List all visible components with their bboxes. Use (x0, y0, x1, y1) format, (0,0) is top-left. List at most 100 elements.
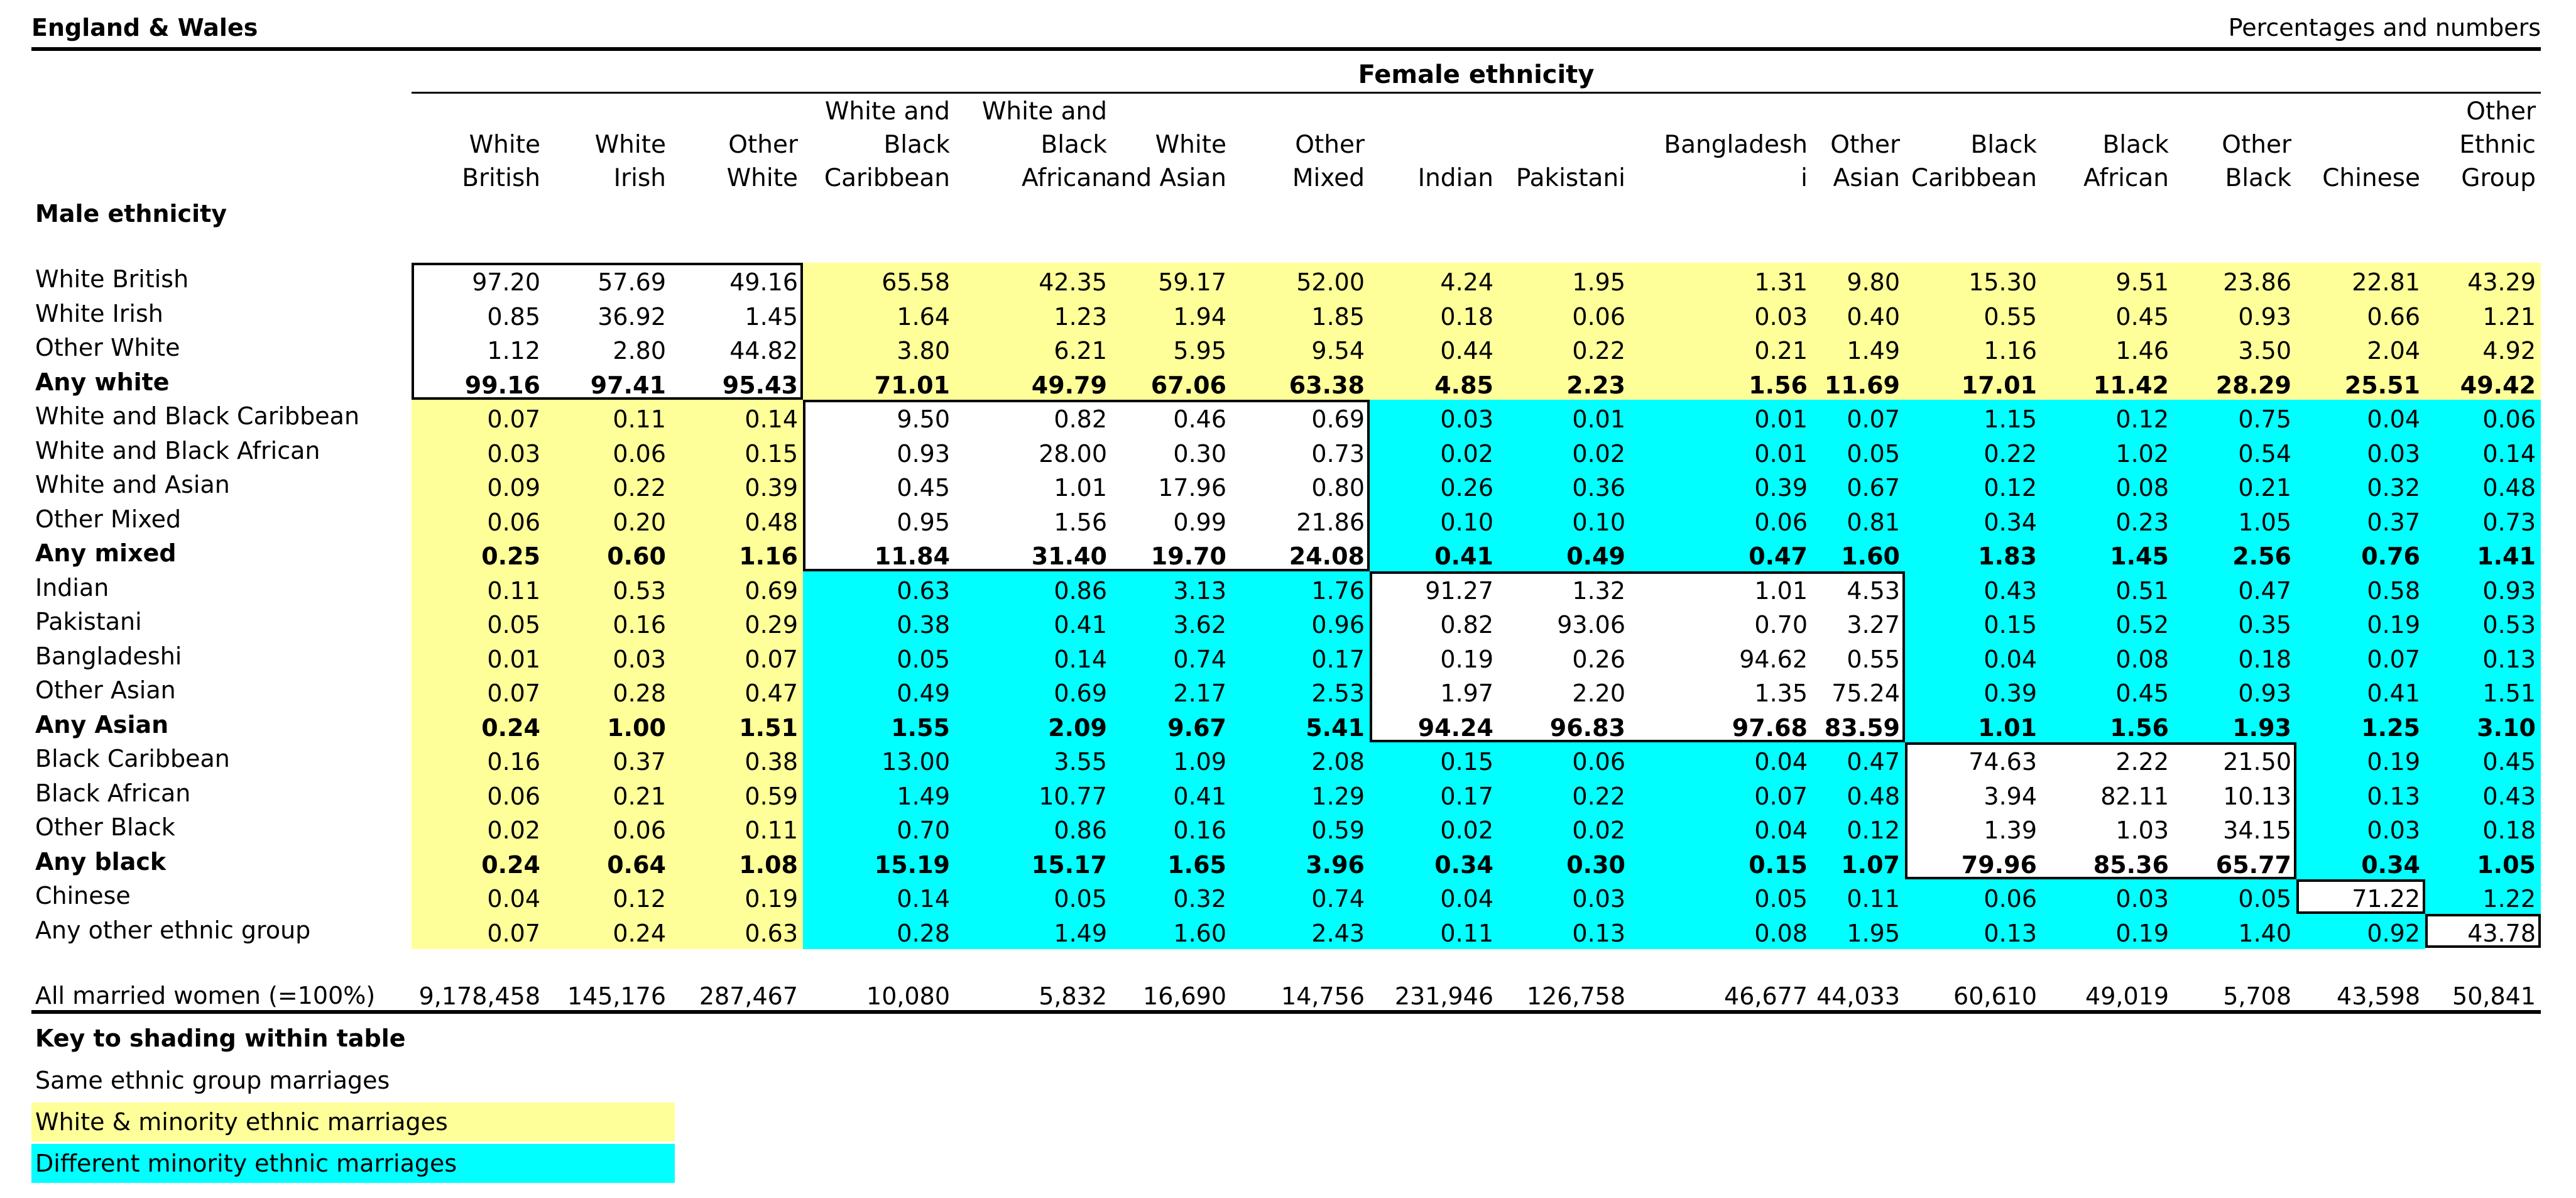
column-header-line: White (726, 164, 798, 192)
table-cell: 0.22 (1498, 331, 1630, 366)
row-label: White and Black African (35, 436, 320, 464)
table-cell: 0.74 (1112, 639, 1231, 675)
row-label: White Irish (35, 299, 163, 327)
table-cell: 2.17 (1112, 674, 1231, 709)
table-cell: 2.22 (2115, 748, 2169, 776)
table-cell: 0.07 (412, 674, 545, 709)
total-cell: 5,832 (1039, 982, 1107, 1010)
table-cell: 0.28 (545, 674, 671, 709)
row-label: White and Black Caribbean (35, 402, 360, 430)
table-cell: 0.17 (1231, 639, 1370, 675)
table-cell: 1.16 (671, 537, 803, 572)
table-cell: 0.74 (1231, 879, 1370, 915)
column-header-line: Black (883, 131, 950, 159)
table-cell: 1.45 (2042, 537, 2174, 572)
table-cell: 43.29 (2425, 263, 2541, 298)
table-cell: 0.19 (2042, 913, 2174, 949)
column-header: Bangladesh i (1630, 94, 1808, 195)
table-cell: 28.29 (2174, 365, 2296, 401)
table-cell: 0.05 (2174, 879, 2296, 915)
table-cell: 0.24 (412, 845, 545, 881)
table-cell: 57.69 (598, 268, 666, 296)
table-cell: 0.73 (1311, 439, 1365, 468)
table-cell: 0.15 (1370, 742, 1498, 778)
table-cell: 1.51 (671, 708, 803, 744)
total-cell: 9,178,458 (418, 982, 540, 1010)
table-cell: 2.23 (1498, 365, 1630, 401)
total-cell: 10,080 (866, 982, 950, 1010)
table-cell: 0.05 (412, 605, 545, 640)
total-cell: 14,756 (1281, 982, 1365, 1010)
table-cell: 0.05 (1630, 879, 1813, 915)
table-cell: 0.66 (2296, 297, 2425, 332)
table-cell: 0.25 (412, 537, 545, 572)
table-cell: 0.73 (2425, 502, 2541, 538)
table-cell: 0.34 (1905, 502, 2042, 538)
column-header: Other White (671, 94, 798, 195)
total-cell: 50,841 (2452, 982, 2536, 1010)
table-cell: 97.68 (1732, 713, 1808, 742)
table-cell: 0.03 (545, 639, 671, 675)
table-cell: 0.05 (955, 879, 1112, 915)
table-cell: 9.54 (1231, 331, 1370, 366)
table-cell: 36.92 (598, 302, 666, 331)
table-cell: 0.01 (1498, 400, 1630, 435)
column-header-line: White (594, 131, 666, 159)
table-cell: 3.96 (1231, 845, 1370, 881)
table-cell: 1.01 (1905, 708, 2042, 744)
table-cell: 65.77 (2215, 850, 2291, 879)
table-cell: 3.94 (1984, 782, 2037, 810)
table-cell: 1.64 (803, 297, 955, 332)
table-cell: 0.48 (1813, 776, 1905, 812)
table-cell: 13.00 (803, 742, 955, 778)
table-cell: 59.17 (1112, 263, 1231, 298)
table-cell: 0.06 (412, 776, 545, 812)
table-cell: 1.94 (1112, 297, 1231, 332)
table-cell: 1.39 (1984, 816, 2037, 844)
table-cell: 0.16 (545, 605, 671, 640)
table-cell: 1.95 (1813, 913, 1905, 949)
table-cell: 0.18 (2174, 639, 2296, 675)
table-cell: 49.79 (955, 365, 1112, 401)
table-cell: 0.26 (1572, 645, 1625, 673)
table-cell: 3.62 (1112, 605, 1231, 640)
column-header-line: Ethnic (2459, 131, 2536, 159)
table-cell: 0.23 (2042, 502, 2174, 538)
table-cell: 4.53 (1847, 576, 1900, 605)
table-cell: 1.09 (1112, 742, 1231, 778)
table-cell: 44.82 (729, 337, 798, 365)
table-cell: 0.15 (671, 434, 803, 470)
table-cell: 1.55 (803, 708, 955, 744)
column-header-line: White (1155, 131, 1226, 159)
totals-label: All married women (=100%) (35, 982, 376, 1009)
table-cell: 0.14 (671, 400, 803, 435)
table-cell: 1.60 (1813, 537, 1905, 572)
table-cell: 23.86 (2174, 263, 2296, 298)
table-cell: 0.41 (2296, 674, 2425, 709)
column-header-line: Black (2225, 164, 2291, 192)
table-cell: 97.20 (472, 268, 540, 296)
column-header-line: Black (1040, 131, 1107, 159)
column-header: Indian (1370, 94, 1493, 195)
table-cell: 0.02 (412, 811, 545, 846)
total-cell: 16,690 (1143, 982, 1226, 1010)
table-cell: 0.85 (487, 302, 540, 331)
table-cell: 0.69 (955, 674, 1112, 709)
table-cell: 0.35 (2174, 605, 2296, 640)
table-cell: 0.99 (1173, 508, 1226, 536)
table-cell: 2.20 (1572, 679, 1625, 707)
total-cell: 287,467 (699, 982, 798, 1010)
table-cell: 1.93 (2174, 708, 2296, 744)
total-cell: 60,610 (1953, 982, 2037, 1010)
table-cell: 0.63 (671, 913, 803, 949)
table-cell: 0.39 (1905, 674, 2042, 709)
table-cell: 0.96 (1231, 605, 1370, 640)
table-cell: 0.44 (1370, 331, 1498, 366)
column-header: Other Ethnic Group (2425, 94, 2536, 195)
table-cell: 52.00 (1231, 263, 1370, 298)
table-cell: 1.41 (2425, 537, 2541, 572)
table-cell: 10.77 (955, 776, 1112, 812)
table-cell: 1.22 (2425, 879, 2541, 915)
row-label: Any mixed (35, 539, 177, 567)
table-cell: 19.70 (1150, 542, 1226, 570)
